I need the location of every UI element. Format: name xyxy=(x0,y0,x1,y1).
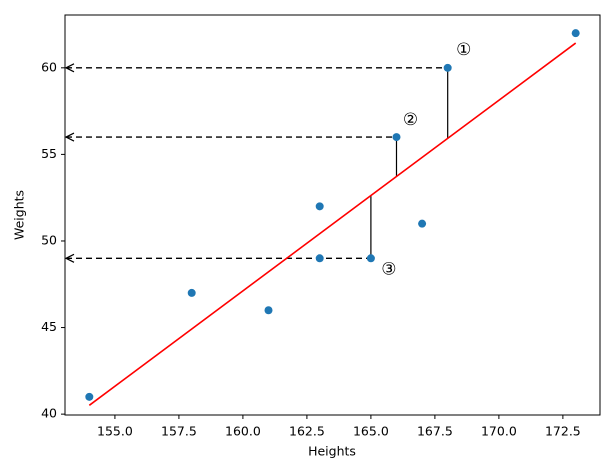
point xyxy=(571,29,580,38)
annotation: ① xyxy=(456,40,471,60)
y-tick-label: 40 xyxy=(41,406,57,421)
x-axis-label: Heights xyxy=(308,444,356,459)
y-tick-label: 45 xyxy=(41,319,57,334)
x-tick-label: 155.0 xyxy=(97,424,133,439)
point xyxy=(315,254,324,263)
y-tick-label: 55 xyxy=(41,146,57,161)
y-tick-label: 50 xyxy=(41,232,57,247)
point xyxy=(443,63,452,72)
point xyxy=(392,133,401,142)
regression-line xyxy=(88,42,577,406)
x-tick-label: 170.0 xyxy=(481,424,517,439)
point xyxy=(85,392,94,401)
x-tick-label: 162.5 xyxy=(289,424,325,439)
y-tick-label: 60 xyxy=(41,59,57,74)
annotation: ② xyxy=(403,110,418,130)
point xyxy=(187,288,196,297)
annotation: ③ xyxy=(381,259,396,279)
point xyxy=(418,219,427,228)
x-tick-label: 167.5 xyxy=(417,424,453,439)
point xyxy=(315,202,324,211)
point xyxy=(264,306,273,315)
y-axis-label: Weights xyxy=(12,190,27,240)
x-tick-label: 157.5 xyxy=(161,424,197,439)
plot-frame xyxy=(64,14,601,416)
x-tick-label: 160.0 xyxy=(225,424,261,439)
x-tick-label: 172.5 xyxy=(545,424,581,439)
point xyxy=(366,254,375,263)
x-tick-label: 165.0 xyxy=(353,424,389,439)
